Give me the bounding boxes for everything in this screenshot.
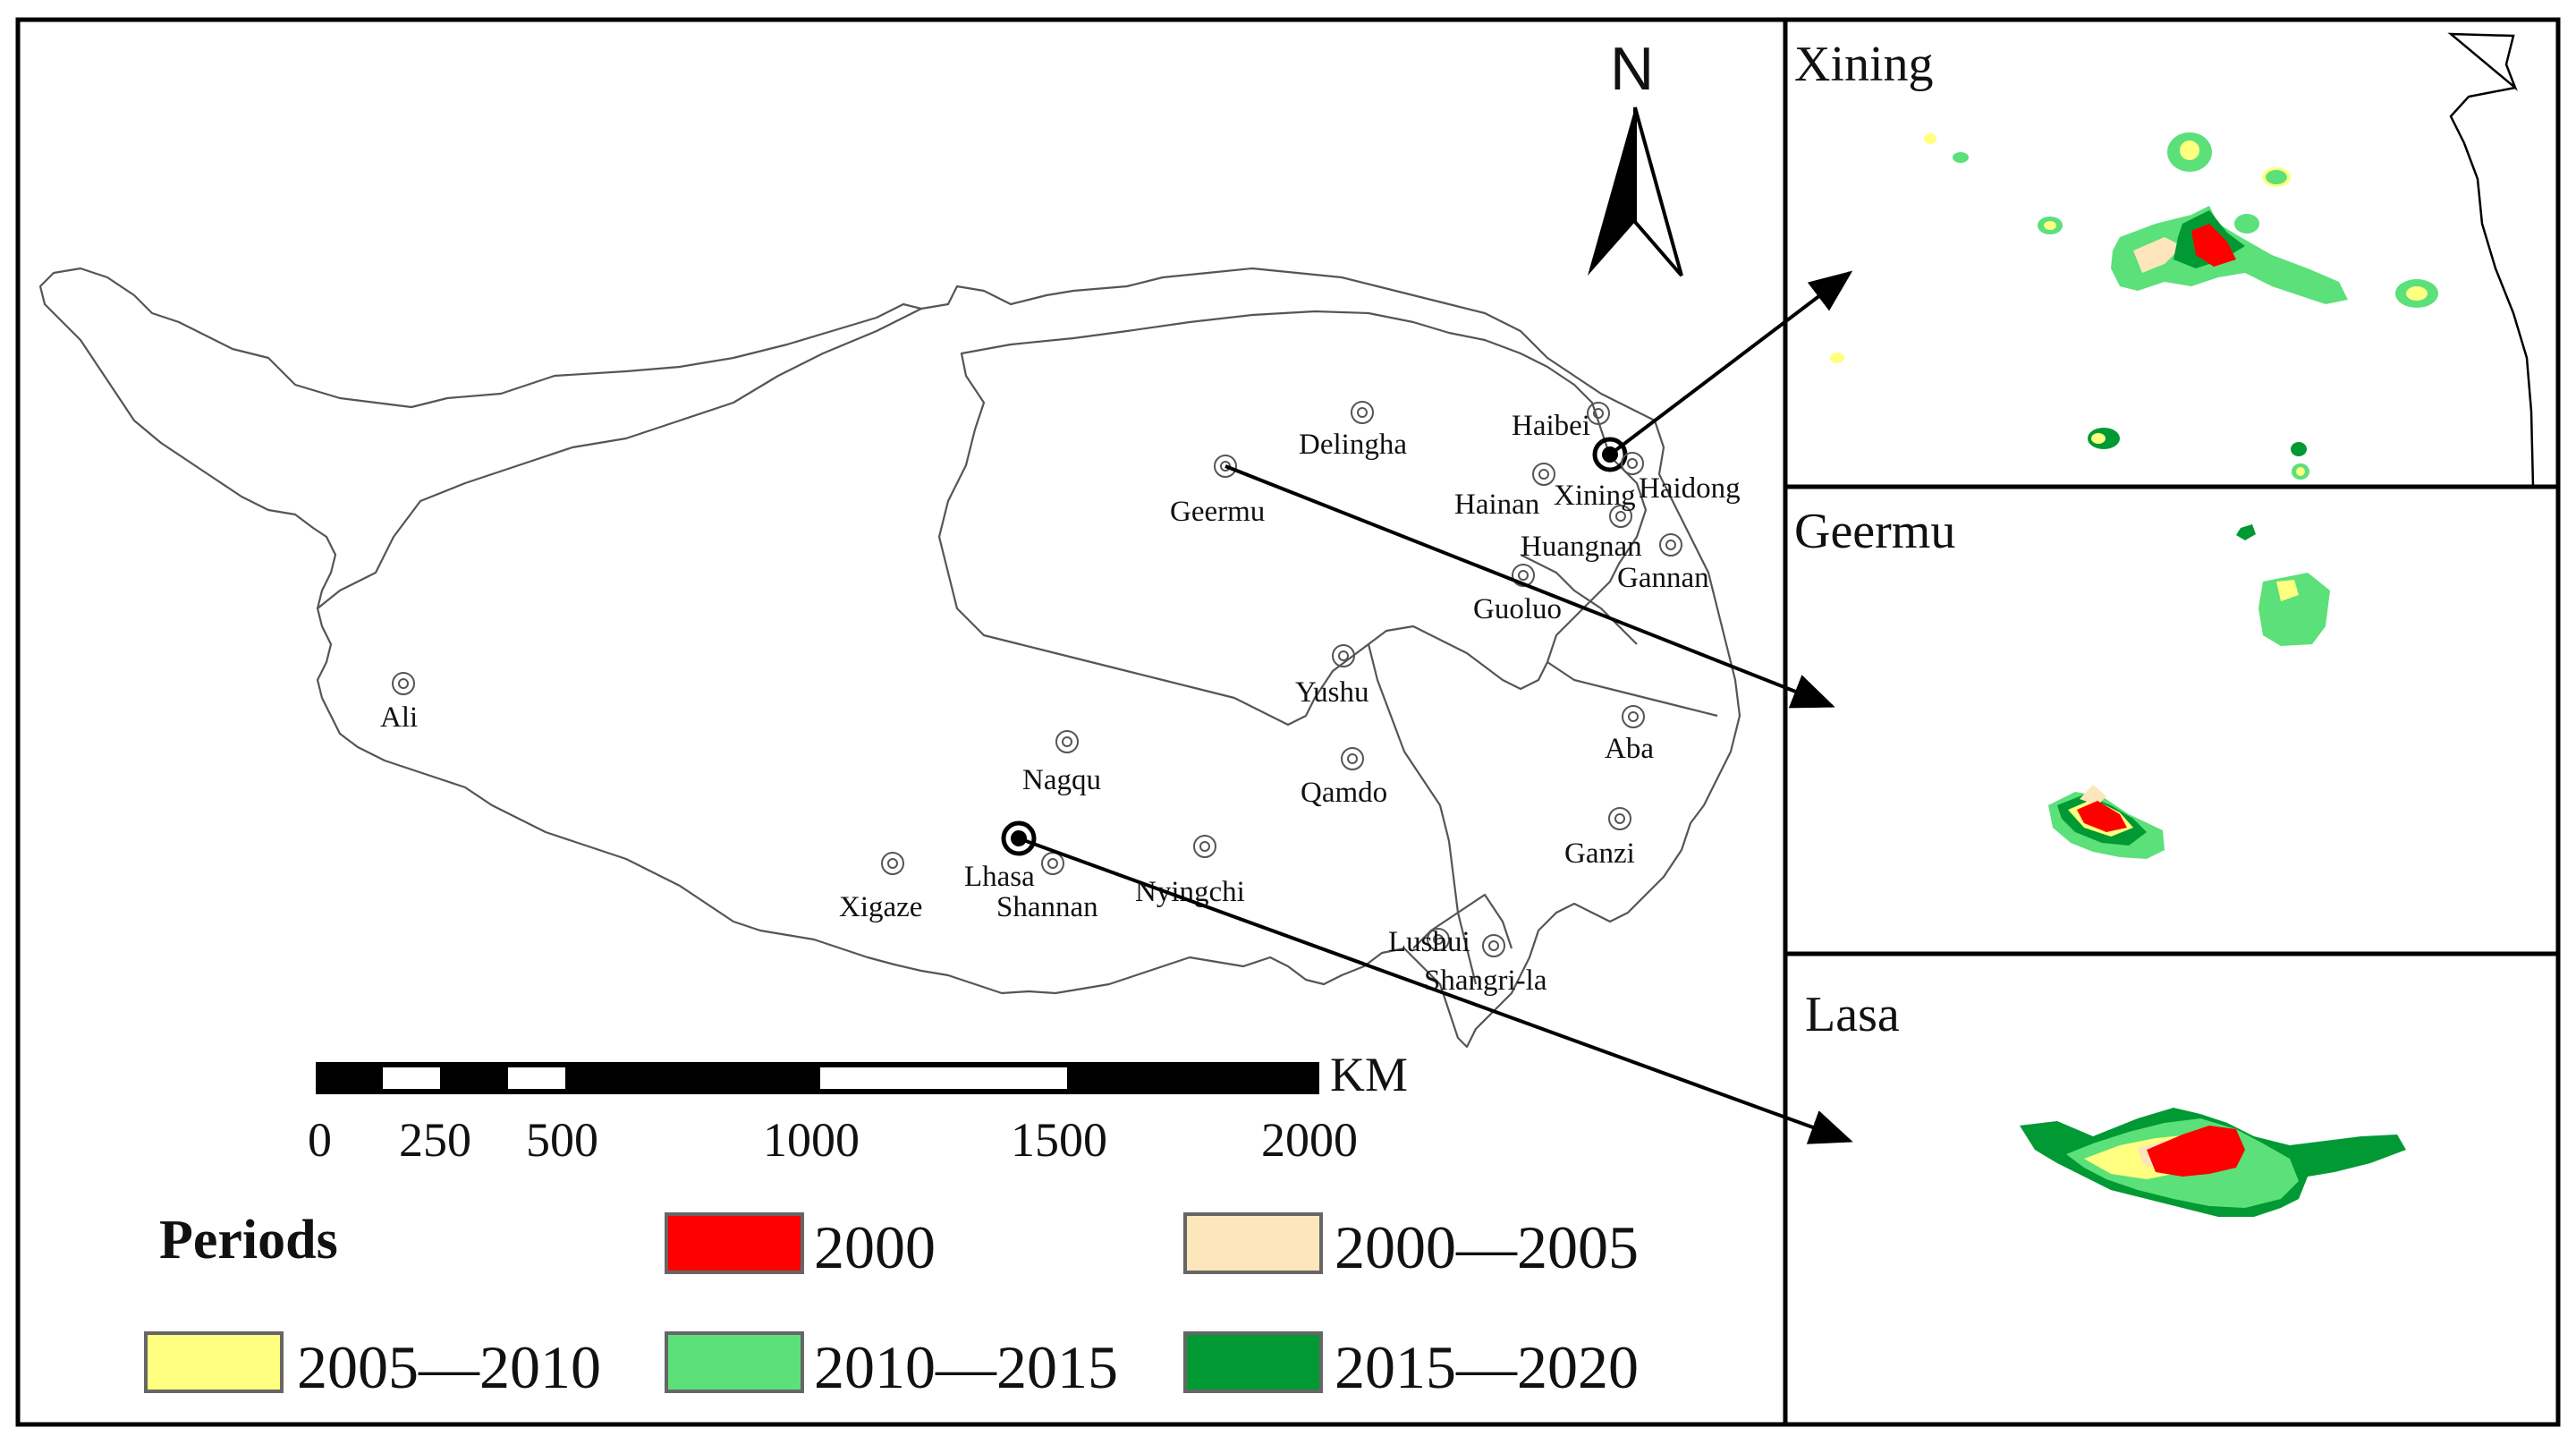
city-markers — [392, 401, 1682, 957]
scale-tick-500: 500 — [526, 1113, 598, 1167]
city-label-huangnan: Huangnan — [1521, 531, 1642, 563]
legend-label-2015-2020: 2015—2020 — [1335, 1333, 1639, 1401]
marker-xigaze — [881, 852, 904, 875]
city-label-haidong: Haidong — [1639, 472, 1741, 505]
legend-label-2005-2010: 2005—2010 — [297, 1333, 601, 1401]
city-label-yushu: Yushu — [1295, 676, 1369, 709]
internal-boundary-3 — [1546, 661, 1718, 718]
city-label-ali: Ali — [380, 701, 418, 734]
legend: Periods 2000 2000—2005 2005—2010 2010—20… — [144, 1210, 1639, 1401]
city-labels: Haibei Delingha Xining Haidong Hainan Ge… — [380, 410, 1741, 997]
marker-shangri-la — [1482, 934, 1505, 957]
marker-ganzi — [1608, 807, 1631, 830]
city-label-lushui: Lushui — [1388, 926, 1470, 958]
arrow-to-lasa — [1018, 837, 1853, 1144]
inset-geermu-patches — [2048, 524, 2330, 859]
city-label-nagqu: Nagqu — [1022, 764, 1101, 796]
city-label-hainan: Hainan — [1454, 489, 1539, 521]
inset-title-lasa: Lasa — [1805, 987, 1900, 1042]
scale-tick-0: 0 — [308, 1113, 332, 1167]
arrow-to-geermu — [1224, 464, 1835, 709]
scale-tick-1000: 1000 — [763, 1113, 860, 1167]
marker-delingha — [1351, 401, 1374, 424]
inset-title-geermu: Geermu — [1794, 504, 1955, 559]
marker-nagqu — [1055, 730, 1079, 753]
city-label-qamdo: Qamdo — [1301, 777, 1387, 809]
legend-swatch-2000-2005 — [1183, 1212, 1323, 1274]
marker-aba — [1622, 705, 1645, 728]
internal-boundary-1 — [317, 308, 922, 609]
city-label-haibei: Haibei — [1512, 410, 1590, 442]
legend-label-2000-2005: 2000—2005 — [1335, 1213, 1639, 1281]
marker-shannan — [1041, 852, 1064, 875]
internal-boundary-qinghai — [937, 310, 1648, 727]
inset-title-xining: Xining — [1794, 37, 1934, 92]
scale-tick-2000: 2000 — [1261, 1113, 1358, 1167]
legend-swatch-2015-2020 — [1183, 1331, 1323, 1393]
scale-bar: KM 0 250 500 1000 1500 2000 — [308, 1048, 1408, 1167]
scale-tick-1500: 1500 — [1011, 1113, 1107, 1167]
city-label-delingha: Delingha — [1299, 429, 1407, 461]
city-label-nyingchi: Nyingchi — [1135, 876, 1245, 908]
inset-xining-patches — [1830, 32, 2535, 488]
internal-boundary-2 — [1367, 643, 1478, 985]
marker-haidong — [1621, 452, 1644, 475]
city-label-geermu: Geermu — [1170, 496, 1265, 528]
marker-nyingchi — [1193, 835, 1216, 858]
city-label-ganzi: Ganzi — [1564, 837, 1635, 870]
city-label-gannan: Gannan — [1617, 562, 1709, 594]
city-label-guoluo: Guoluo — [1473, 593, 1562, 625]
legend-title: Periods — [159, 1210, 338, 1271]
city-label-aba: Aba — [1605, 733, 1654, 765]
legend-swatch-2005-2010 — [144, 1331, 284, 1393]
internal-boundary-5 — [1412, 893, 1513, 949]
city-label-xining: Xining — [1554, 480, 1636, 512]
inset-lasa-patches — [2020, 1108, 2406, 1217]
main-map-frame — [15, 17, 1788, 1427]
marker-yushu — [1332, 644, 1355, 667]
legend-swatch-2000 — [665, 1212, 804, 1274]
marker-gannan — [1659, 533, 1682, 557]
marker-huangnan — [1609, 505, 1632, 528]
marker-hainan — [1532, 463, 1555, 486]
scale-tick-250: 250 — [399, 1113, 471, 1167]
scale-unit: KM — [1330, 1048, 1408, 1101]
city-label-shannan: Shannan — [996, 891, 1098, 923]
marker-haibei — [1587, 402, 1610, 425]
plateau-outline — [38, 267, 1741, 1049]
city-label-shangri-la: Shangri-la — [1424, 965, 1547, 997]
inset-geermu-frame — [1783, 484, 2561, 956]
city-label-xigaze: Xigaze — [839, 891, 922, 923]
city-label-lhasa: Lhasa — [964, 861, 1035, 893]
north-arrow-label: N — [1610, 35, 1654, 103]
legend-swatch-2010-2015 — [665, 1331, 804, 1393]
connector-arrows — [1018, 270, 1853, 1144]
arrow-to-xining — [1608, 270, 1853, 456]
plateau-boundaries — [38, 267, 1741, 1049]
marker-lushui — [1427, 928, 1450, 951]
internal-boundary-4 — [1520, 554, 1638, 645]
marker-guoluo — [1512, 564, 1535, 587]
marker-qamdo — [1341, 747, 1364, 770]
legend-label-2000: 2000 — [814, 1213, 936, 1281]
north-arrow: N — [1588, 35, 1683, 277]
legend-label-2010-2015: 2010—2015 — [814, 1333, 1118, 1401]
marker-ali — [392, 672, 415, 695]
